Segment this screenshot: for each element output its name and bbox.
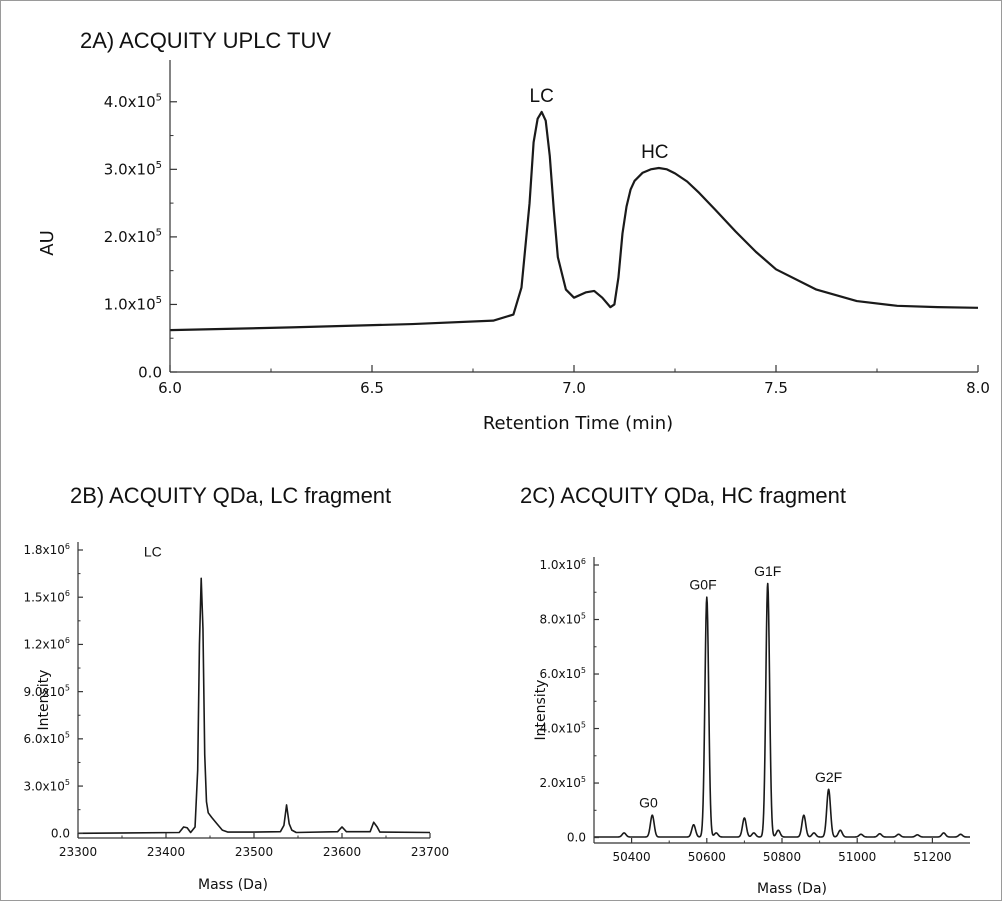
y-tick-label: 2.0x105	[539, 775, 586, 790]
y-tick-label: 1.8x106	[23, 542, 70, 557]
panel-2a-y-ticks: 0.0 1.0x105 2.0x105 3.0x105 4.0x105	[104, 92, 177, 381]
peak-annotation-g2f: G2F	[815, 769, 842, 785]
y-tick-label: 4.0x105	[539, 720, 586, 735]
panel-2b-annotations: LC	[144, 543, 162, 559]
panel-2b-title: 2B) ACQUITY QDa, LC fragment	[70, 483, 391, 508]
y-tick-label: 0.0	[51, 826, 70, 840]
panel-2c-x-ticks: 50400 50600 50800 51000 51200	[613, 838, 951, 864]
peak-annotation-hc: HC	[641, 142, 668, 163]
y-tick-label: 6.0x105	[23, 731, 70, 746]
panel-2a-x-axis-label: Retention Time (min)	[483, 413, 673, 434]
panel-2c: 2C) ACQUITY QDa, HC fragment 50400 50600 5…	[520, 483, 971, 897]
peak-annotation-g0: G0	[639, 795, 658, 811]
panel-2c-title: 2C) ACQUITY QDa, HC fragment	[520, 483, 846, 508]
y-tick-label: 4.0x105	[104, 92, 162, 111]
x-tick-label: 6.0	[158, 379, 182, 397]
panel-2a-x-ticks: 6.0 6.5 7.0 7.5 8.0	[158, 365, 990, 397]
y-tick-label: 9.0x105	[23, 683, 70, 698]
x-tick-label: 50400	[613, 850, 651, 864]
panel-2a: 2A) ACQUITY UPLC TUV 6.0 6.5 7.0 7.5 8.0 0.0…	[37, 28, 990, 434]
panel-2b: 2B) ACQUITY QDa, LC fragment 23300 23400 2…	[23, 483, 449, 893]
panel-2b-spectrum-line	[77, 577, 431, 835]
x-tick-label: 8.0	[966, 379, 990, 397]
panel-2b-y-axis-label: Intensity	[36, 670, 52, 731]
panel-2c-spectrum-line	[593, 582, 971, 838]
y-tick-label: 1.0x106	[539, 557, 586, 572]
y-tick-label: 0.0	[567, 831, 586, 845]
peak-annotation-lc: LC	[530, 86, 554, 107]
x-tick-label: 23700	[411, 845, 449, 859]
y-tick-label: 0.0	[138, 363, 162, 381]
x-tick-label: 7.5	[764, 379, 788, 397]
y-tick-label: 8.0x105	[539, 611, 586, 626]
y-tick-label: 3.0x105	[23, 778, 70, 793]
x-tick-label: 50600	[688, 850, 726, 864]
x-tick-label: 23600	[323, 845, 361, 859]
x-tick-label: 51000	[838, 850, 876, 864]
x-tick-label: 23400	[147, 845, 185, 859]
x-tick-label: 6.5	[360, 379, 384, 397]
x-tick-label: 51200	[913, 850, 951, 864]
panel-2c-annotations: G0 G0F G1F G2F	[639, 563, 842, 811]
peak-annotation-g0f: G0F	[689, 577, 716, 593]
y-tick-label: 1.2x106	[23, 636, 70, 651]
peak-annotation-lc: LC	[144, 543, 162, 559]
panel-2a-trace-line	[169, 110, 979, 332]
panel-2c-y-ticks: 0.0 2.0x105 4.0x105 6.0x105 8.0x105 1.0x106	[539, 557, 599, 845]
panel-2c-y-axis-label: Intensity	[533, 680, 549, 741]
panel-2c-x-axis-label: Mass (Da)	[757, 881, 827, 897]
panel-2b-x-ticks: 23300 23400 23500 23600 23700	[59, 833, 449, 859]
x-tick-label: 7.0	[562, 379, 586, 397]
x-tick-label: 50800	[763, 850, 801, 864]
x-tick-label: 23300	[59, 845, 97, 859]
panel-2a-title: 2A) ACQUITY UPLC TUV	[80, 28, 331, 53]
y-tick-label: 1.0x105	[104, 295, 162, 314]
panel-2a-annotations: LC HC	[530, 86, 669, 163]
y-tick-label: 3.0x105	[104, 160, 162, 179]
panel-2a-y-axis-label: AU	[37, 230, 58, 256]
y-tick-label: 1.5x106	[23, 589, 70, 604]
x-tick-label: 23500	[235, 845, 273, 859]
panel-2b-y-ticks: 0.0 3.0x105 6.0x105 9.0x105 1.2x106 1.5x106 1.…	[23, 542, 83, 840]
y-tick-label: 2.0x105	[104, 227, 162, 246]
peak-annotation-g1f: G1F	[754, 563, 781, 579]
panel-2b-x-axis-label: Mass (Da)	[198, 877, 268, 893]
y-tick-label: 6.0x105	[539, 666, 586, 681]
